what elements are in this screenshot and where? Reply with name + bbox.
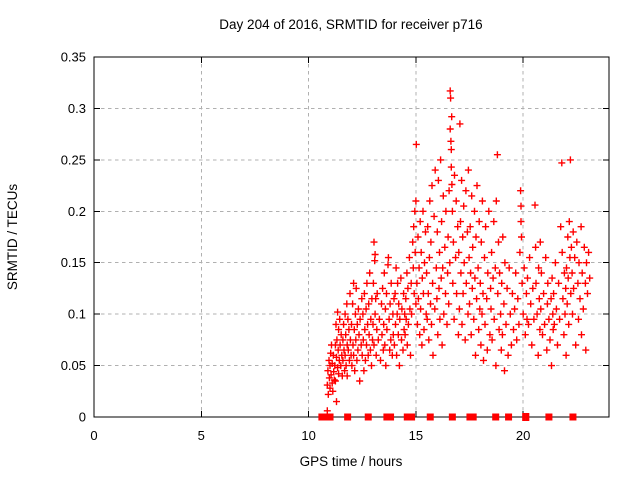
y-axis-label: SRMTID / TECUs — [5, 184, 20, 291]
plot-frame — [93, 56, 610, 418]
x-tick-label: 10 — [301, 428, 315, 443]
data-points — [323, 87, 594, 415]
zero-line-markers — [318, 413, 577, 421]
x-tick-label: 0 — [90, 428, 97, 443]
y-tick-label: 0.05 — [61, 358, 86, 373]
y-tick-label: 0.1 — [68, 307, 86, 322]
x-tick-label: 20 — [516, 428, 530, 443]
y-tick-label: 0.25 — [61, 152, 86, 167]
chart-title: Day 204 of 2016, SRMTID for receiver p71… — [219, 17, 482, 32]
tick-labels: 0 5 10 15 20 0 0.05 0.1 0.15 0.2 0.25 0.3 0.35 — [61, 50, 531, 444]
x-tick-label: 5 — [198, 428, 205, 443]
x-axis-label: GPS time / hours — [300, 454, 403, 469]
y-tick-label: 0.2 — [68, 204, 86, 219]
y-tick-label: 0.3 — [68, 101, 86, 116]
y-tick-label: 0.15 — [61, 255, 86, 270]
y-tick-label: 0.35 — [61, 50, 86, 65]
y-tick-label: 0 — [79, 410, 86, 425]
x-tick-label: 15 — [409, 428, 423, 443]
